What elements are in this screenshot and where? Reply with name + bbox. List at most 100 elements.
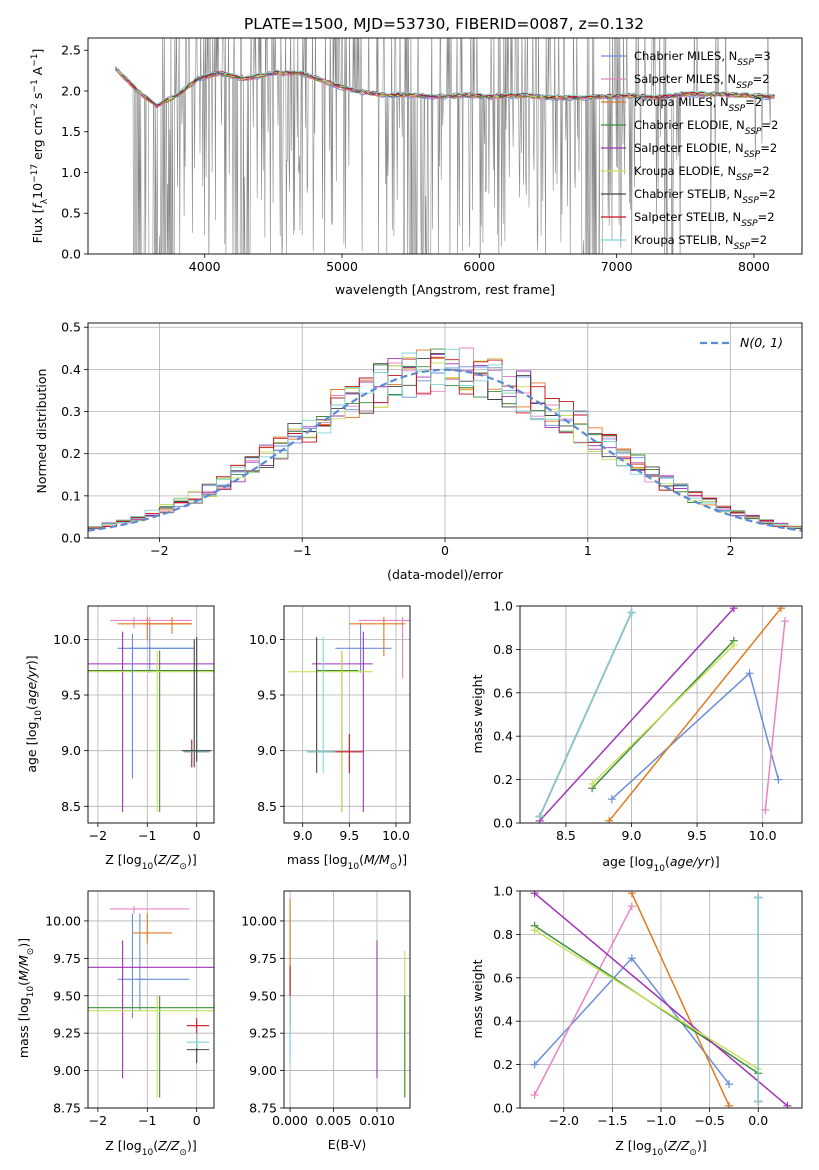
- y-tick-label: 0.2: [493, 1057, 513, 1072]
- y-tick-label: 0.6: [493, 685, 513, 700]
- weight-marker: [754, 893, 763, 902]
- x-tick-label: 10.0: [382, 828, 410, 843]
- error-bar: [142, 617, 192, 629]
- x-tick-label: −0.5: [694, 1113, 724, 1128]
- x-tick-label: 5000: [326, 259, 358, 274]
- y-tick-label: 9.5: [257, 688, 277, 703]
- x-tick-label: 6000: [463, 259, 495, 274]
- weight-marker: [535, 812, 544, 821]
- x-tick-label: 9.5: [339, 828, 359, 843]
- y-tick-label: 0.8: [493, 927, 513, 942]
- y-tick-label: 8.75: [53, 1101, 81, 1116]
- frame: 9.0 9.5 10.0 8.5 9.0 9.5 10.0 mass [log10(M/M⊙)…: [249, 605, 411, 872]
- y-tick-label: 9.25: [53, 1026, 81, 1041]
- error-bar: [88, 940, 214, 1079]
- x-tick-label: 0.000: [272, 1113, 308, 1128]
- y-tick-label: 9.0: [257, 743, 277, 758]
- frame: 4000 5000 6000 7000 8000 0.0 0.5 1.0 1.5 2.0 2.5 Ch…: [30, 37, 803, 297]
- y-tick-label: 0.2: [493, 772, 513, 787]
- error-bar: [137, 913, 145, 1011]
- y-tick-label: 10.0: [249, 632, 277, 647]
- x-axis-label: Z [log10(Z/Z⊙)]: [615, 1138, 706, 1158]
- weight-marker: [783, 1101, 792, 1108]
- legend-label: Salpeter STELIB, NSSP=2: [634, 210, 775, 229]
- frame: −2 −1 0 8.5 9.0 9.5 10.0 Z [log10(Z/Z⊙)] age [lo…: [24, 605, 215, 872]
- y-tick-label: 8.5: [61, 799, 81, 814]
- x-tick-label: −1: [138, 1113, 156, 1128]
- x-tick-label: 0.005: [316, 1113, 352, 1128]
- y-axis-label: mass weight: [470, 674, 485, 753]
- weight-line: [533, 905, 633, 1096]
- y-tick-label: 0.0: [493, 1101, 513, 1116]
- axes-frame: [87, 37, 803, 255]
- error-bar: [130, 633, 153, 773]
- error-bar: [181, 637, 212, 762]
- weight-marker: [607, 795, 616, 804]
- weight-line: [539, 607, 735, 822]
- error-bar: [349, 617, 406, 657]
- weight-marker: [725, 1080, 734, 1089]
- y-tick-label: 0.0: [61, 531, 81, 546]
- axes-mass-vs-Z: −2 −1 0 8.75 9.00 9.25 9.50 9.75 10.00 Z [log10(Z…: [16, 890, 215, 1158]
- plot-area: [88, 617, 214, 812]
- weight-marker: [530, 1060, 539, 1069]
- y-tick-label: 0.5: [61, 320, 81, 335]
- axes-frame: [87, 890, 215, 1109]
- error-bar: [117, 913, 190, 1019]
- gaussian-curve: [88, 368, 802, 532]
- y-axis-label: mass [log10(M/M⊙)]: [16, 938, 36, 1058]
- y-tick-label: 9.25: [249, 1026, 277, 1041]
- y-tick-label: 8.5: [257, 799, 277, 814]
- weight-marker: [729, 606, 738, 613]
- y-tick-label: 0.4: [493, 729, 513, 744]
- y-tick-label: 10.00: [241, 913, 277, 928]
- x-tick-label: 4000: [189, 259, 221, 274]
- x-tick-label: −1.0: [646, 1113, 676, 1128]
- y-tick-label: 1.0: [61, 165, 81, 180]
- x-axis-label: age [log10(age/yr)]: [602, 854, 719, 874]
- y-tick-label: 0.4: [61, 362, 81, 377]
- y-tick-label: 2.0: [61, 83, 81, 98]
- x-axis-label: E(B-V): [328, 1137, 367, 1152]
- legend: Chabrier MILES, NSSP=3 Salpeter MILES, NS…: [601, 49, 778, 252]
- x-tick-label: 0.010: [359, 1113, 395, 1128]
- y-tick-label: 9.0: [61, 743, 81, 758]
- axes-age-vs-Z: −2 −1 0 8.5 9.0 9.5 10.0 Z [log10(Z/Z⊙)] age [lo…: [24, 605, 215, 872]
- model-spectrum: [115, 65, 775, 105]
- y-tick-label: 0.0: [493, 816, 513, 831]
- weight-marker: [729, 641, 738, 650]
- weight-marker: [530, 1090, 539, 1099]
- weight-marker: [745, 669, 754, 678]
- y-tick-label: 0.1: [61, 488, 81, 503]
- x-tick-label: 0.0: [748, 1113, 768, 1128]
- error-bar: [288, 650, 373, 812]
- weight-marker: [605, 816, 614, 823]
- axes-residuals: −2 −1 0 1 2 0.0 0.1 0.2 0.3 0.4 0.5 N(0, 1) (data-mo…: [34, 320, 803, 582]
- plot-area: [289, 898, 406, 1098]
- x-tick-label: 10.0: [749, 828, 777, 843]
- x-tick-label: −2: [89, 828, 107, 843]
- weight-marker: [780, 617, 789, 626]
- weight-line: [539, 612, 633, 817]
- axes-frame: [87, 605, 215, 824]
- x-tick-label: 8.5: [556, 828, 576, 843]
- axes-frame: [283, 605, 411, 824]
- grid: [284, 606, 410, 823]
- y-tick-label: 9.00: [249, 1063, 277, 1078]
- y-tick-label: 9.50: [249, 988, 277, 1003]
- legend-label: Salpeter ELODIE, NSSP=2: [634, 141, 777, 160]
- x-tick-label: 8000: [738, 259, 770, 274]
- y-tick-label: 0.2: [61, 446, 81, 461]
- error-bar: [88, 995, 214, 1098]
- x-tick-label: −2: [89, 1113, 107, 1128]
- y-tick-label: 0.6: [493, 970, 513, 985]
- x-tick-label: 9.5: [687, 828, 707, 843]
- error-bar: [186, 1033, 210, 1049]
- x-tick-label: −2: [150, 543, 168, 558]
- x-tick-label: −1: [293, 543, 311, 558]
- x-tick-label: 7000: [601, 259, 633, 274]
- weight-line: [534, 892, 788, 1107]
- frame: −2 −1 0 1 2 0.0 0.1 0.2 0.3 0.4 0.5 N(0, 1) (data-mo…: [34, 320, 803, 582]
- axes-frame: [519, 890, 803, 1109]
- axes-frame: [283, 890, 411, 1109]
